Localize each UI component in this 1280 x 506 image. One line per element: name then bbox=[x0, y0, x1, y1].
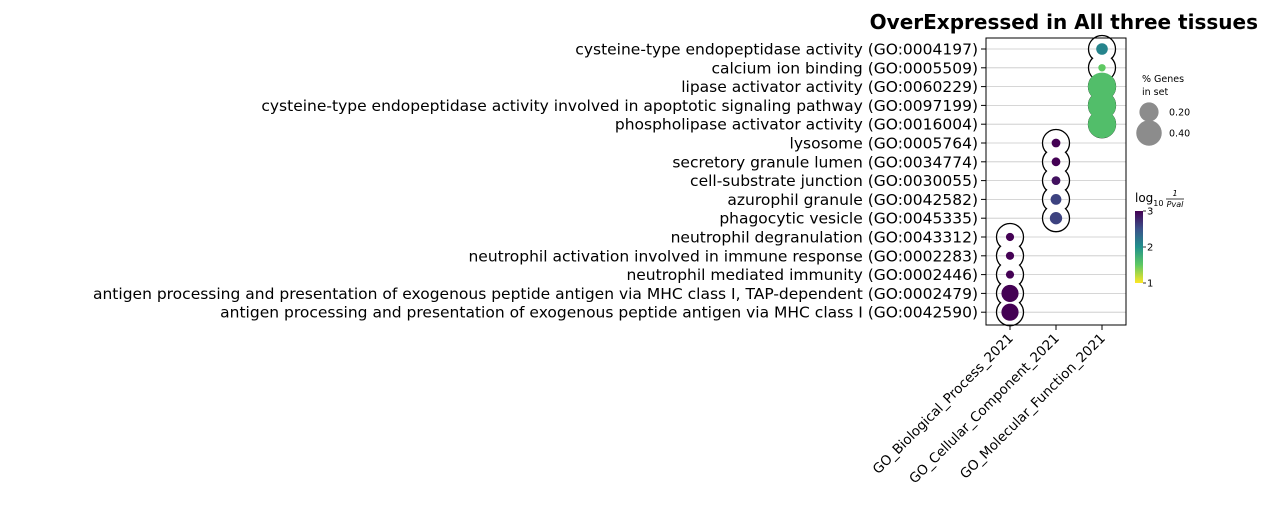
y-tick-label: neutrophil degranulation (GO:0043312) bbox=[671, 229, 978, 247]
data-point bbox=[1087, 110, 1117, 139]
y-tick-label: antigen processing and presentation of e… bbox=[93, 285, 978, 303]
y-tick-label: cysteine-type endopeptidase activity (GO… bbox=[575, 41, 978, 59]
data-point bbox=[1098, 64, 1106, 72]
data-point bbox=[1051, 176, 1061, 186]
colorbar: log10 1 Pval 1 2 3 bbox=[1135, 189, 1184, 290]
y-tick-label: phagocytic vesicle (GO:0045335) bbox=[719, 210, 978, 228]
y-tick-label: cell-substrate junction (GO:0030055) bbox=[690, 172, 978, 190]
y-tick-label: lipase activator activity (GO:0060229) bbox=[681, 78, 978, 96]
y-tick-label: lysosome (GO:0005764) bbox=[790, 135, 978, 153]
size-legend-subtitle: in set bbox=[1142, 87, 1168, 98]
chart-title: OverExpressed in All three tissues bbox=[870, 10, 1258, 34]
size-legend-title: % Genes bbox=[1142, 74, 1184, 85]
data-point bbox=[1096, 43, 1108, 55]
y-tick-label: neutrophil activation involved in immune… bbox=[468, 247, 978, 265]
data-point bbox=[1050, 194, 1062, 205]
size-legend-label: 0.40 bbox=[1169, 129, 1190, 140]
data-point bbox=[1049, 212, 1063, 225]
data-point bbox=[1001, 284, 1019, 302]
y-axis-labels: cysteine-type endopeptidase activity (GO… bbox=[93, 41, 986, 322]
y-tick-label: azurophil granule (GO:0042582) bbox=[727, 191, 978, 209]
data-point bbox=[1001, 303, 1019, 321]
colorbar-title-numerator: 1 bbox=[1172, 189, 1177, 198]
colorbar-tick-label: 2 bbox=[1147, 243, 1153, 254]
data-point bbox=[1005, 232, 1015, 242]
colorbar-title-denominator: Pval bbox=[1167, 200, 1184, 209]
size-legend-marker bbox=[1136, 120, 1162, 146]
colorbar-tick-label: 1 bbox=[1147, 279, 1153, 290]
colorbar-gradient bbox=[1135, 211, 1143, 283]
colorbar-tick-label: 3 bbox=[1147, 207, 1153, 218]
y-tick-label: phospholipase activator activity (GO:001… bbox=[615, 116, 978, 134]
y-tick-label: calcium ion binding (GO:0005509) bbox=[711, 59, 978, 77]
y-tick-label: secretory granule lumen (GO:0034774) bbox=[672, 153, 978, 171]
y-tick-label: neutrophil mediated immunity (GO:0002446… bbox=[626, 266, 978, 284]
size-legend: % Genes in set 0.20 0.40 bbox=[1136, 74, 1190, 146]
size-legend-label: 0.20 bbox=[1169, 108, 1190, 119]
data-point bbox=[1051, 157, 1061, 167]
y-tick-label: antigen processing and presentation of e… bbox=[220, 304, 978, 322]
colorbar-title: log10 bbox=[1135, 191, 1163, 208]
size-legend-marker bbox=[1139, 102, 1159, 122]
x-axis-labels: GO_Biological_Process_2021GO_Cellular_Co… bbox=[870, 325, 1109, 487]
data-point bbox=[1005, 270, 1015, 279]
data-point bbox=[1051, 138, 1061, 148]
y-tick-label: cysteine-type endopeptidase activity inv… bbox=[261, 97, 978, 115]
data-points bbox=[1001, 43, 1117, 321]
data-point bbox=[1005, 251, 1015, 260]
